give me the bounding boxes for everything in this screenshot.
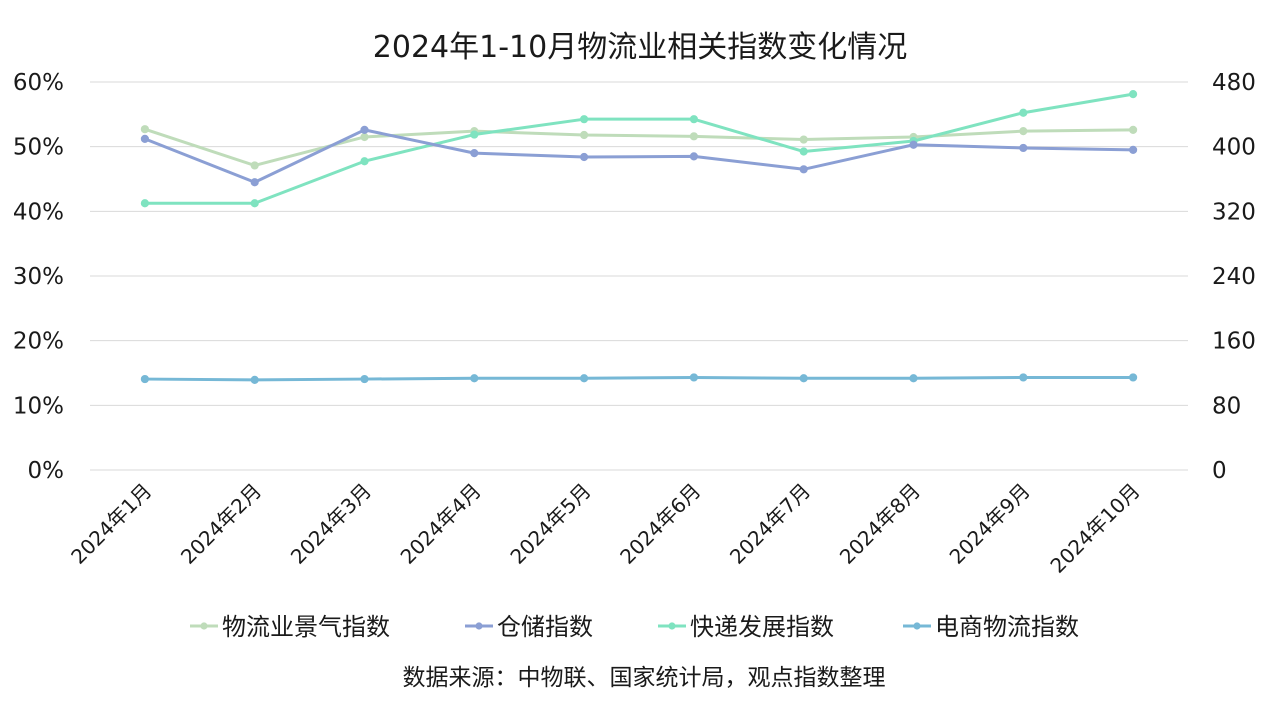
legend-label: 电商物流指数 xyxy=(935,613,1079,641)
right-tick-label: 0 xyxy=(1212,458,1227,484)
data-point xyxy=(140,134,149,144)
data-point xyxy=(360,157,369,166)
legend-item: 快递发展指数 xyxy=(658,613,834,641)
legend-item: 仓储指数 xyxy=(465,613,593,641)
data-point xyxy=(909,140,918,149)
series-line xyxy=(144,375,1134,382)
left-tick-label: 60% xyxy=(13,70,64,96)
data-point xyxy=(689,115,699,124)
data-point xyxy=(1019,127,1028,136)
series-3 xyxy=(140,90,1138,208)
series-1 xyxy=(140,125,1138,170)
chart-title: 2024年1-10月物流业相关指数变化情况 xyxy=(373,30,907,65)
data-point xyxy=(140,125,149,134)
series-4 xyxy=(140,373,1138,384)
legend-swatch-marker xyxy=(475,622,483,630)
legend-label: 仓储指数 xyxy=(497,613,593,641)
left-tick-label: 40% xyxy=(13,199,64,225)
x-tick-label: 2024年3月 xyxy=(286,479,376,569)
data-point xyxy=(580,374,589,383)
data-point xyxy=(250,199,259,208)
legend: 物流业景气指数 仓储指数 快递发展指数 电商物流指数 xyxy=(190,613,1079,641)
data-point xyxy=(1019,143,1028,153)
x-tick-label: 2024年5月 xyxy=(505,479,595,569)
data-point xyxy=(470,130,479,139)
data-point xyxy=(1129,125,1138,134)
data-point xyxy=(360,125,369,134)
legend-item: 物流业景气指数 xyxy=(190,613,390,641)
source-note: 数据来源：中物联、国家统计局，观点指数整理 xyxy=(403,665,886,691)
left-tick-label: 10% xyxy=(13,393,64,419)
data-point xyxy=(470,149,479,158)
left-tick-label: 0% xyxy=(28,458,65,484)
right-tick-label: 240 xyxy=(1212,264,1256,290)
data-point xyxy=(140,374,149,384)
data-point xyxy=(689,373,699,382)
data-point xyxy=(799,165,808,174)
legend-item: 电商物流指数 xyxy=(903,613,1079,641)
data-point xyxy=(140,199,149,208)
right-tick-label: 400 xyxy=(1212,135,1256,161)
series-group xyxy=(140,90,1138,384)
legend-label: 快递发展指数 xyxy=(690,613,834,641)
gridlines xyxy=(90,81,1188,471)
left-tick-label: 30% xyxy=(13,264,64,290)
data-point xyxy=(360,374,369,384)
x-axis: 2024年1月 2024年2月 2024年3月 2024年4月 2024年5月 2024年… xyxy=(66,479,1144,578)
data-point xyxy=(250,161,259,170)
x-tick-label: 2024年7月 xyxy=(725,479,815,569)
right-tick-label: 160 xyxy=(1212,329,1256,355)
data-point xyxy=(1019,108,1028,117)
x-tick-label: 2024年8月 xyxy=(835,479,925,569)
legend-swatch-marker xyxy=(200,622,208,630)
x-tick-label: 2024年9月 xyxy=(945,479,1035,569)
right-tick-label: 80 xyxy=(1212,393,1241,419)
legend-swatch-marker xyxy=(668,622,676,630)
data-point xyxy=(360,132,369,142)
data-point xyxy=(799,147,808,156)
data-point xyxy=(799,374,808,383)
x-tick-label: 2024年4月 xyxy=(396,479,486,569)
data-point xyxy=(799,135,808,144)
data-point xyxy=(909,374,918,383)
data-point xyxy=(1019,373,1028,382)
data-point xyxy=(1129,145,1138,154)
data-point xyxy=(1129,90,1138,99)
data-point xyxy=(580,152,589,162)
left-tick-label: 50% xyxy=(13,135,64,161)
series-line xyxy=(144,128,1134,184)
data-point xyxy=(1129,373,1138,382)
right-axis: 0 80 160 240 320 400 480 xyxy=(1212,70,1256,484)
series-line xyxy=(144,92,1134,205)
x-tick-label: 2024年1月 xyxy=(66,479,156,569)
legend-swatch-marker xyxy=(913,622,921,630)
legend-label: 物流业景气指数 xyxy=(222,613,390,641)
left-tick-label: 20% xyxy=(13,329,64,355)
series-2 xyxy=(140,125,1138,187)
right-tick-label: 480 xyxy=(1212,70,1256,96)
right-tick-label: 320 xyxy=(1212,199,1256,225)
data-point xyxy=(250,178,259,187)
data-point xyxy=(580,130,589,140)
data-point xyxy=(580,115,589,124)
data-point xyxy=(470,374,479,383)
x-tick-label: 2024年2月 xyxy=(176,479,266,569)
series-line xyxy=(144,127,1134,167)
data-point xyxy=(250,375,259,384)
data-point xyxy=(689,132,699,141)
left-axis: 0% 10% 20% 30% 40% 50% 60% xyxy=(13,70,64,484)
x-tick-label: 2024年10月 xyxy=(1045,479,1144,578)
x-tick-label: 2024年6月 xyxy=(615,479,705,569)
data-point xyxy=(689,152,699,161)
